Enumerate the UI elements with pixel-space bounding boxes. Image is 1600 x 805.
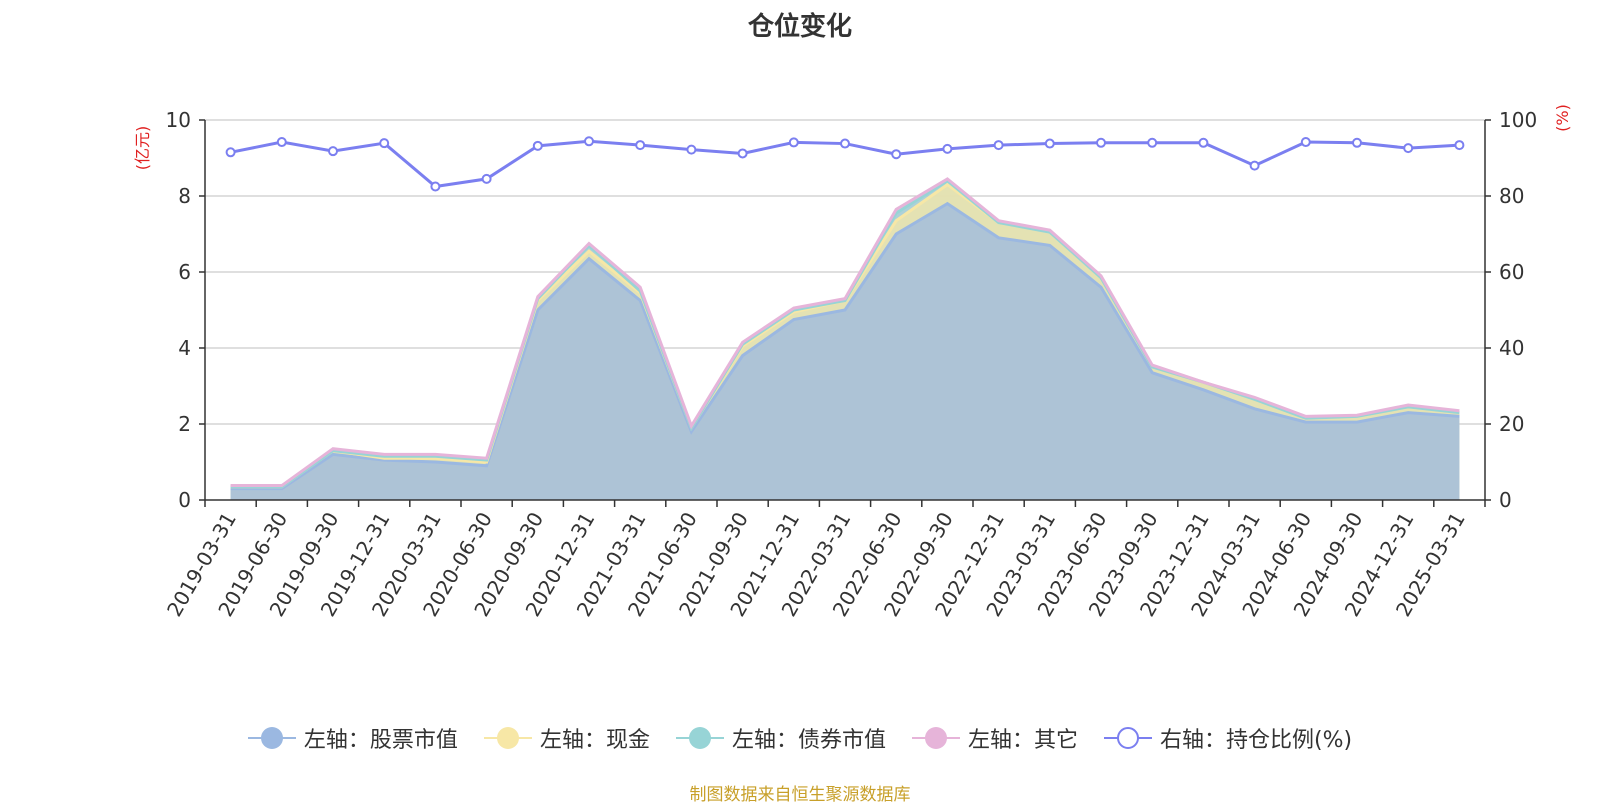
ratio-point <box>942 143 953 154</box>
ratio-point <box>532 140 543 151</box>
source-note: 制图数据来自恒生聚源数据库 <box>689 785 911 805</box>
ratio-point <box>1147 137 1158 148</box>
legend-marker-icon <box>675 726 724 750</box>
legend-label: 左轴：其它 <box>967 728 1078 753</box>
ratio-point <box>328 146 338 157</box>
ratio-point <box>686 144 697 155</box>
holding-ratio-series <box>225 136 1465 192</box>
left-tick-label: 4 <box>178 336 191 360</box>
left-tick-label: 8 <box>178 184 191 208</box>
legend-item[interactable]: 左轴：股票市值 <box>247 722 458 754</box>
ratio-point <box>1352 137 1362 148</box>
left-tick-label: 2 <box>178 412 191 436</box>
ratio-point <box>1300 137 1311 148</box>
ratio-point <box>276 137 287 148</box>
left-axis-label: (亿元) <box>133 126 152 171</box>
right-axis-label: (%) <box>1553 104 1572 132</box>
legend-item[interactable]: 右轴：持仓比例(%) <box>1103 722 1353 754</box>
ratio-point <box>225 147 236 158</box>
area-左轴：股票市值 <box>230 203 1460 500</box>
legend-label: 左轴：股票市值 <box>303 728 458 753</box>
stacked-areas <box>230 177 1460 501</box>
legend-label: 左轴：债券市值 <box>731 728 886 753</box>
ratio-point <box>1198 137 1209 148</box>
ratio-point <box>1454 140 1465 151</box>
ratio-point <box>788 137 799 148</box>
legend-marker-icon <box>483 726 532 750</box>
ratio-point <box>584 136 594 147</box>
right-tick-label: 0 <box>1499 488 1512 512</box>
ratio-point <box>430 181 441 192</box>
legend-marker-icon <box>247 726 296 750</box>
ratio-point <box>481 173 492 184</box>
legend-label: 左轴：现金 <box>539 728 650 753</box>
left-tick-label: 6 <box>178 260 191 284</box>
area-edge-左轴：其它 <box>230 177 1460 488</box>
ratio-point <box>1096 137 1106 148</box>
left-tick-label: 0 <box>178 488 191 512</box>
ratio-point <box>1249 160 1260 171</box>
right-tick-label: 80 <box>1499 184 1524 208</box>
ratio-point <box>635 140 646 151</box>
right-tick-label: 100 <box>1499 108 1537 132</box>
right-tick-label: 40 <box>1499 336 1524 360</box>
right-tick-label: 60 <box>1499 260 1524 284</box>
legend-item[interactable]: 左轴：现金 <box>483 722 650 754</box>
ratio-point <box>737 148 748 159</box>
legend: 左轴：股票市值 左轴：现金 左轴：债券市值 左轴：其它 右轴：持仓比例(%) <box>0 722 1600 754</box>
legend-marker-icon <box>1103 726 1152 750</box>
legend-marker-icon <box>911 726 960 750</box>
ratio-point <box>379 138 390 149</box>
legend-item[interactable]: 左轴：债券市值 <box>675 722 886 754</box>
left-tick-label: 10 <box>166 108 191 132</box>
right-tick-label: 20 <box>1499 412 1524 436</box>
area-edge-左轴：债券市值 <box>230 178 1460 489</box>
ratio-point <box>891 149 902 160</box>
legend-label: 右轴：持仓比例(%) <box>1159 728 1353 753</box>
legend-item[interactable]: 左轴：其它 <box>911 722 1078 754</box>
ratio-point <box>1403 143 1414 154</box>
chart-title: 仓位变化 <box>747 12 852 42</box>
ratio-point <box>993 140 1004 151</box>
ratio-point <box>1044 138 1055 149</box>
area-edge-左轴：股票市值 <box>230 201 1460 491</box>
ratio-point <box>840 138 850 149</box>
